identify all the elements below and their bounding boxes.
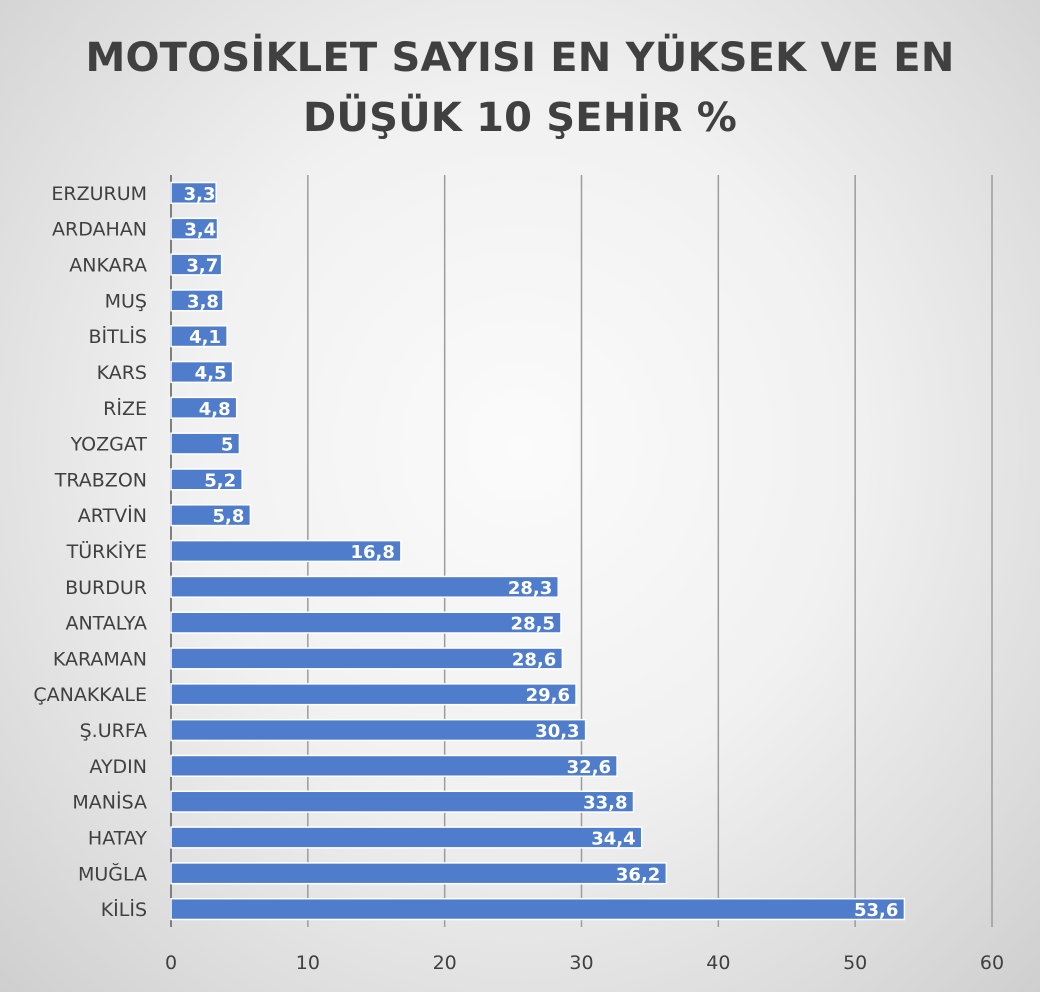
category-label: ÇANAKKALE (33, 684, 147, 706)
bar-karaman (170, 647, 564, 670)
bar-aydin (170, 754, 618, 777)
category-label: ANKARA (69, 255, 147, 277)
data-label: 28,3 (508, 578, 552, 599)
x-tick-label: 10 (296, 952, 320, 974)
x-tick-label: 50 (843, 952, 867, 974)
bar-ş.urfa (170, 718, 587, 742)
category-label: KİLİS (101, 898, 147, 921)
category-label: ARTVİN (78, 504, 147, 527)
bar-artvi̇n (170, 504, 252, 527)
bar-antalya (170, 611, 562, 634)
category-label: Ş.URFA (80, 720, 147, 742)
data-label: 5 (221, 435, 234, 456)
category-labels: ERZURUM ARDAHAN ANKARA MUŞ BİTLİS KARS RİZE YOZ… (33, 183, 147, 921)
data-label: 33,8 (583, 793, 627, 814)
bar-muş (170, 289, 224, 312)
data-label: 30,3 (535, 721, 579, 742)
category-label: RİZE (103, 397, 147, 420)
bar-bi̇tli̇s (170, 325, 228, 348)
bar-yozgat (170, 432, 241, 455)
data-label: 34,4 (591, 828, 635, 849)
x-tick-label: 20 (433, 952, 457, 974)
category-label: KARS (97, 362, 147, 384)
data-label: 3,3 (184, 184, 216, 205)
x-tick-labels: 0 10 20 30 40 50 60 (165, 952, 1004, 974)
data-label: 3,8 (187, 291, 219, 312)
category-label: ARDAHAN (52, 219, 147, 241)
category-label: MUŞ (105, 290, 147, 312)
category-label: MUĞLA (78, 861, 147, 885)
category-label: ANTALYA (65, 613, 147, 635)
bar-ki̇li̇s (170, 897, 906, 921)
bar-türki̇ye (170, 539, 402, 563)
bar-kars (170, 360, 234, 384)
bar-mani̇sa (170, 790, 635, 813)
data-label: 28,6 (512, 649, 556, 670)
data-label: 4,1 (189, 327, 221, 348)
data-labels: 3,3 3,4 3,7 3,8 4,1 4,5 4,8 5 5,2 5,8 16,8 28,3 28,5… (184, 184, 899, 921)
data-label: 4,8 (199, 399, 231, 420)
data-label: 36,2 (616, 864, 660, 885)
x-tick-label: 60 (980, 952, 1004, 974)
data-label: 5,2 (204, 470, 236, 491)
data-label: 53,6 (854, 900, 898, 921)
x-tick-label: 30 (569, 952, 593, 974)
data-label: 32,6 (567, 757, 611, 778)
category-label: YOZGAT (70, 434, 148, 456)
category-label: BURDUR (65, 577, 147, 599)
bar-erzurum (170, 181, 217, 205)
bar-hatay (170, 826, 643, 849)
chart-title: MOTOSİKLET SAYISI EN YÜKSEK VE EN DÜŞÜK … (85, 35, 955, 141)
bar-ankara (170, 253, 223, 276)
bars (170, 181, 906, 921)
x-tick-label: 0 (165, 952, 177, 974)
data-label: 3,4 (184, 220, 216, 241)
data-label: 5,8 (212, 506, 244, 527)
data-label: 4,5 (195, 363, 227, 384)
category-label: KARAMAN (53, 648, 147, 670)
bar-ri̇ze (170, 396, 238, 419)
bar-burdur (170, 575, 559, 598)
data-label: 29,6 (526, 685, 570, 706)
data-label: 16,8 (350, 542, 394, 563)
data-label: 3,7 (186, 256, 218, 277)
bar-muğla (170, 862, 668, 885)
category-label: BİTLİS (89, 325, 148, 348)
category-label: TRABZON (54, 469, 147, 491)
category-label: MANİSA (72, 791, 147, 814)
x-tick-label: 40 (706, 952, 730, 974)
category-label: ERZURUM (51, 183, 147, 205)
category-label: TÜRKİYE (66, 540, 147, 563)
bar-trabzon (170, 468, 243, 491)
bar-ardahan (170, 217, 219, 240)
data-label: 28,5 (511, 614, 555, 635)
category-label: HATAY (88, 827, 147, 849)
bar-çanakkale (170, 683, 577, 706)
category-label: AYDIN (89, 756, 147, 778)
